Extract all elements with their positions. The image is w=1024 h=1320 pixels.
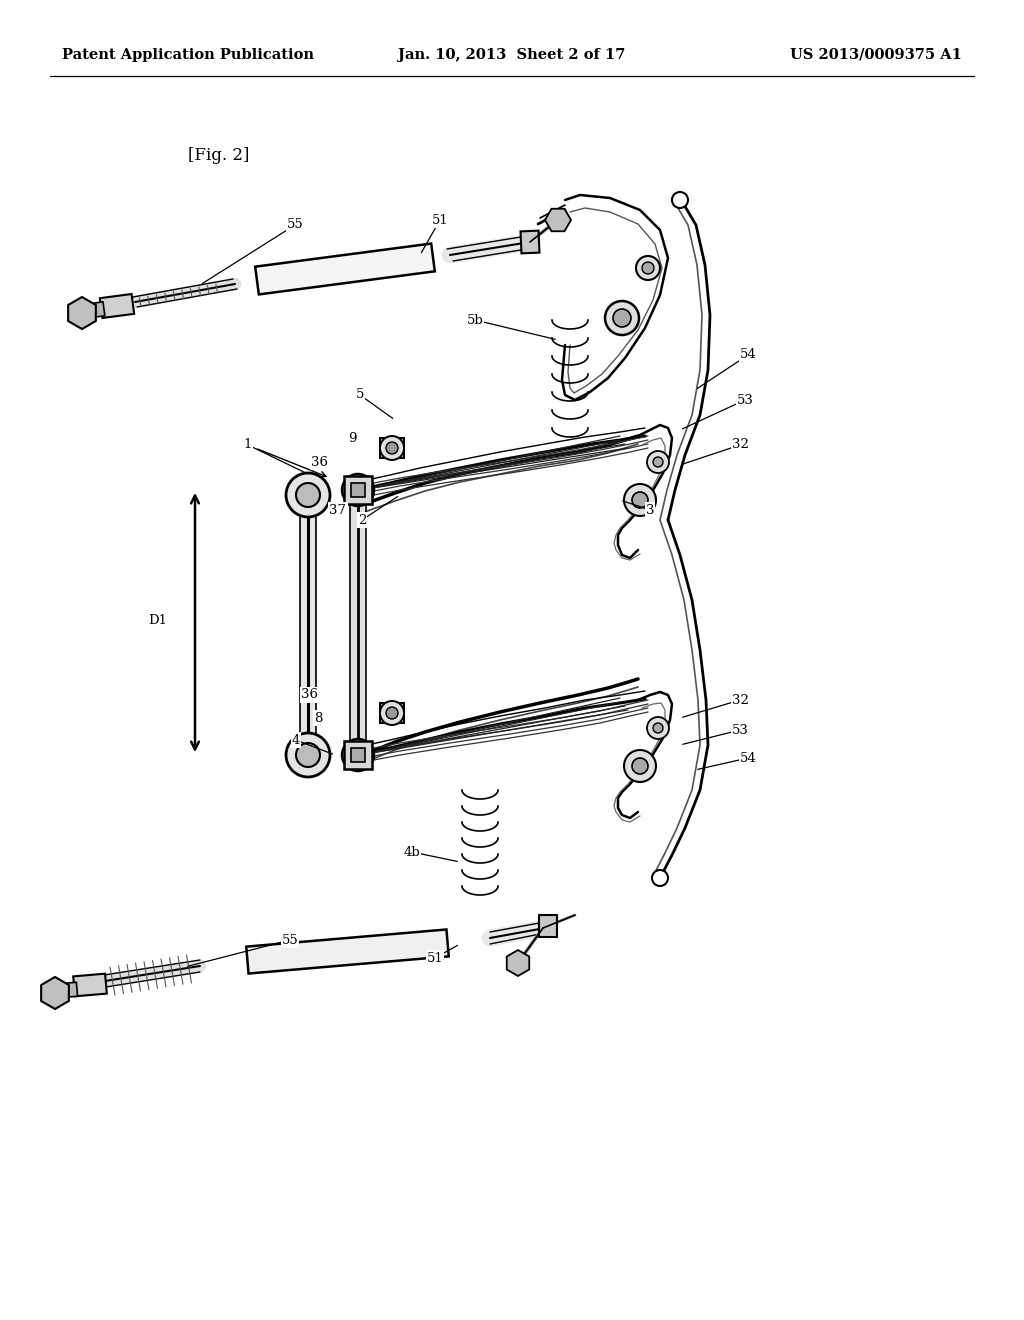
Circle shape [342, 474, 374, 506]
Text: 54: 54 [739, 348, 757, 362]
Text: Patent Application Publication: Patent Application Publication [62, 48, 314, 62]
Text: 2: 2 [357, 513, 367, 527]
Circle shape [624, 750, 656, 781]
Polygon shape [545, 209, 571, 231]
Circle shape [286, 473, 330, 517]
Circle shape [350, 747, 366, 763]
Circle shape [624, 484, 656, 516]
Polygon shape [58, 982, 78, 998]
Text: 1: 1 [244, 438, 252, 451]
Circle shape [642, 261, 654, 275]
Circle shape [350, 482, 366, 498]
Circle shape [653, 723, 663, 733]
Circle shape [296, 743, 319, 767]
Text: 5b: 5b [467, 314, 483, 326]
Text: 8: 8 [313, 711, 323, 725]
Text: 36: 36 [311, 455, 329, 469]
Circle shape [380, 701, 404, 725]
Polygon shape [85, 302, 104, 318]
Text: 32: 32 [731, 438, 749, 451]
Text: US 2013/0009375 A1: US 2013/0009375 A1 [791, 48, 962, 62]
Text: 51: 51 [427, 952, 443, 965]
Circle shape [286, 733, 330, 777]
Text: Jan. 10, 2013  Sheet 2 of 17: Jan. 10, 2013 Sheet 2 of 17 [398, 48, 626, 62]
Text: 51: 51 [432, 214, 449, 227]
Polygon shape [246, 929, 449, 974]
Circle shape [647, 451, 669, 473]
Text: 3: 3 [646, 503, 654, 516]
Circle shape [636, 256, 660, 280]
Circle shape [652, 870, 668, 886]
Polygon shape [507, 950, 529, 975]
Polygon shape [69, 297, 96, 329]
Polygon shape [73, 974, 106, 997]
Circle shape [613, 309, 631, 327]
Text: 54: 54 [739, 751, 757, 764]
Text: 36: 36 [301, 689, 318, 701]
Polygon shape [380, 438, 404, 458]
Text: 55: 55 [282, 933, 298, 946]
Polygon shape [255, 244, 435, 294]
Circle shape [380, 436, 404, 459]
Polygon shape [344, 741, 372, 770]
Polygon shape [351, 748, 365, 762]
Polygon shape [539, 915, 557, 937]
Circle shape [605, 301, 639, 335]
Text: 53: 53 [731, 723, 749, 737]
Polygon shape [41, 977, 69, 1008]
Polygon shape [351, 483, 365, 498]
Circle shape [647, 717, 669, 739]
Text: 32: 32 [731, 693, 749, 706]
Polygon shape [99, 294, 134, 318]
Text: 53: 53 [736, 393, 754, 407]
Circle shape [672, 191, 688, 209]
Text: 4b: 4b [403, 846, 421, 858]
Circle shape [386, 708, 398, 719]
Polygon shape [520, 231, 540, 253]
Circle shape [296, 483, 319, 507]
Text: 4: 4 [292, 734, 300, 747]
Text: 55: 55 [287, 219, 303, 231]
Circle shape [653, 457, 663, 467]
Text: [Fig. 2]: [Fig. 2] [188, 147, 250, 164]
Polygon shape [380, 704, 404, 723]
Circle shape [632, 492, 648, 508]
Polygon shape [344, 477, 372, 504]
Circle shape [386, 442, 398, 454]
Circle shape [342, 739, 374, 771]
Text: 5: 5 [355, 388, 365, 401]
Text: D1: D1 [148, 614, 168, 627]
Circle shape [632, 758, 648, 774]
Text: 9: 9 [348, 432, 356, 445]
Text: 37: 37 [330, 503, 346, 516]
